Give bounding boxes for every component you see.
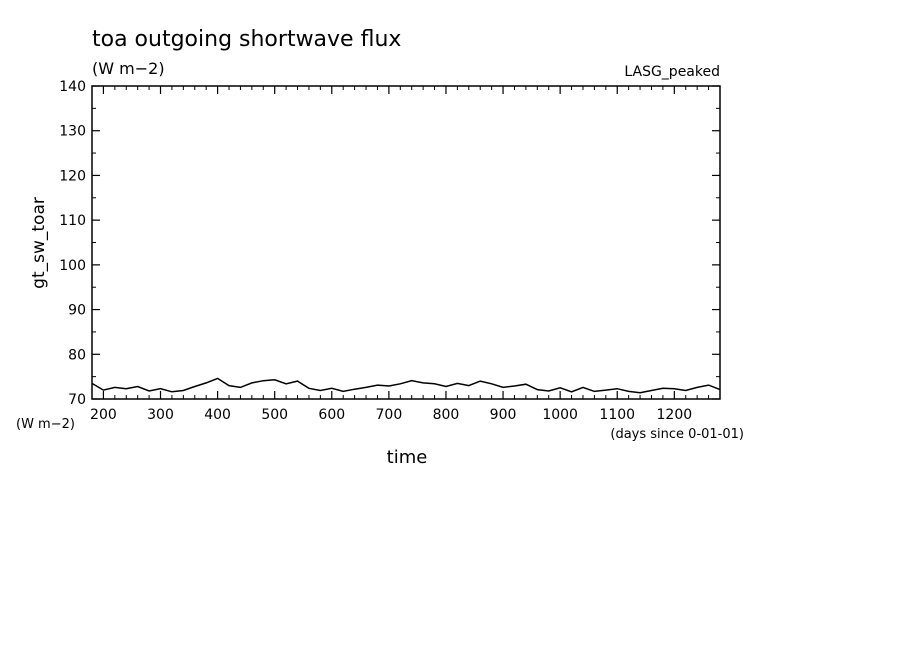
- x-axis: 200 300 400 500 600 700 800 900 1000 1100 1200: [90, 86, 721, 423]
- y-tick-label: 70: [68, 392, 86, 408]
- x-tick-label: 700: [376, 407, 403, 423]
- y-axis-units: (W m−2): [16, 417, 75, 432]
- y-tick-label: 120: [59, 168, 86, 184]
- source-label: LASG_peaked: [624, 64, 720, 80]
- y-axis: 70 80 90 100 110 120 130 140: [59, 79, 720, 408]
- y-tick-label: 140: [59, 79, 86, 95]
- series-line: [91, 377, 721, 394]
- x-axis-units: (days since 0-01-01): [610, 427, 744, 442]
- x-tick-label: 600: [318, 407, 345, 423]
- y-tick-label: 110: [59, 213, 86, 229]
- x-tick-label: 1000: [542, 407, 578, 423]
- x-tick-label: 800: [433, 407, 460, 423]
- x-axis-label: time: [387, 447, 428, 468]
- y-axis-label: gt_sw_toar: [29, 197, 49, 289]
- y-tick-label: 130: [59, 124, 86, 140]
- x-tick-label: 1100: [599, 407, 635, 423]
- chart-title: toa outgoing shortwave flux: [92, 27, 401, 52]
- x-tick-label: 900: [490, 407, 517, 423]
- x-tick-label: 300: [147, 407, 174, 423]
- x-tick-label: 1200: [657, 407, 693, 423]
- x-tick-label: 400: [204, 407, 231, 423]
- y-tick-label: 100: [59, 258, 86, 274]
- y-tick-label: 90: [68, 303, 86, 319]
- x-tick-label: 200: [90, 407, 117, 423]
- x-tick-label: 500: [261, 407, 288, 423]
- chart-subtitle: (W m−2): [92, 59, 165, 78]
- y-tick-label: 80: [68, 347, 86, 363]
- plot-frame: [91, 85, 721, 400]
